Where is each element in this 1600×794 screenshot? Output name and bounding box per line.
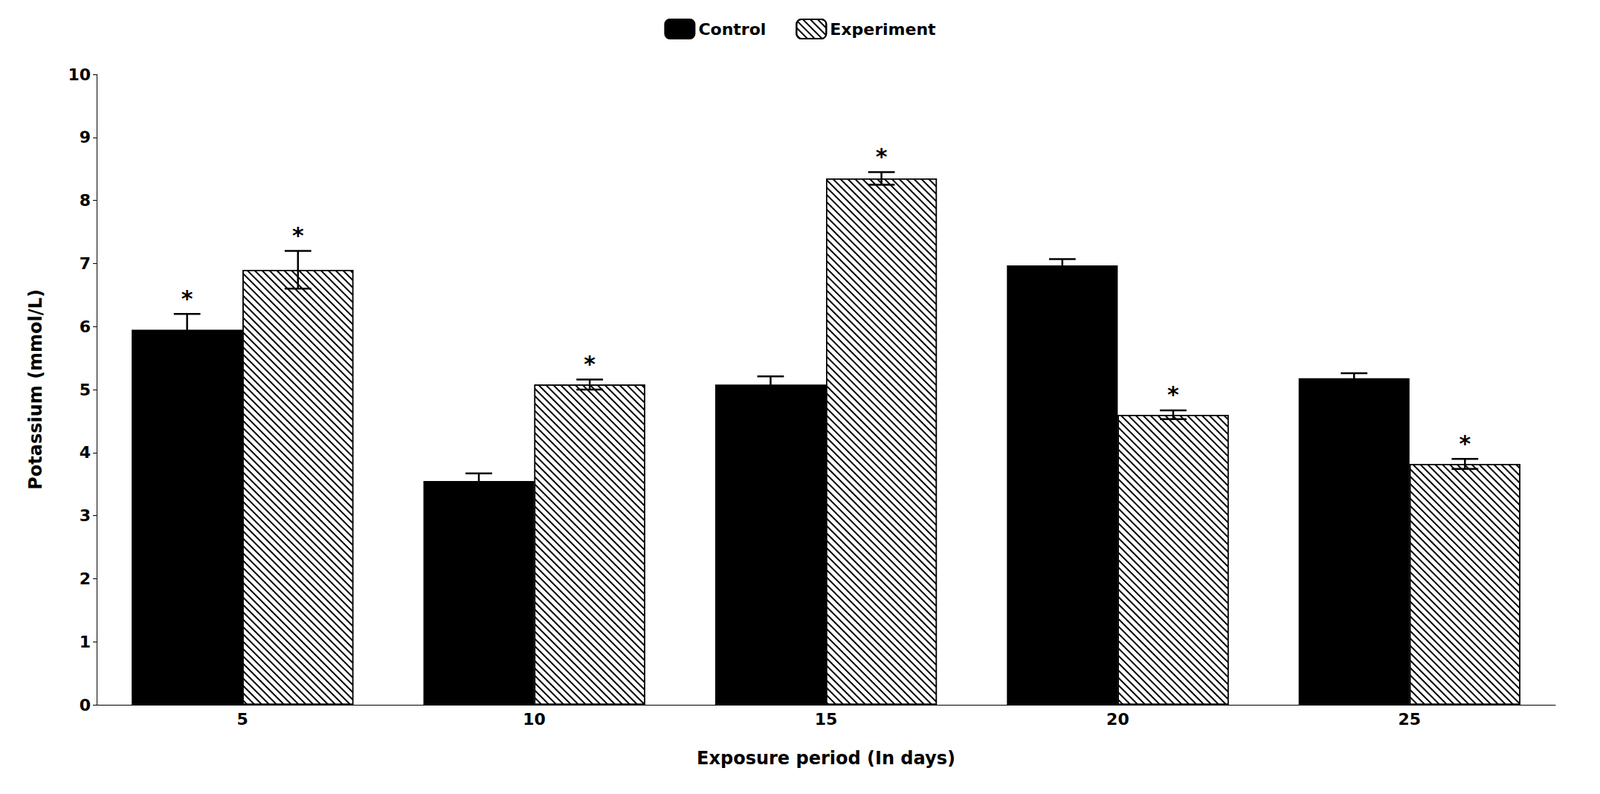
svg-text:4: 4 [79,443,91,462]
svg-text:*: * [292,222,305,249]
svg-text:1: 1 [79,632,91,652]
svg-text:7: 7 [79,254,91,273]
svg-text:10: 10 [522,710,546,729]
svg-text:*: * [1167,381,1180,408]
svg-text:*: * [583,350,596,377]
svg-text:*: * [875,143,888,170]
svg-text:2: 2 [79,569,91,589]
svg-text:*: * [181,285,194,312]
svg-text:20: 20 [1106,710,1130,729]
svg-text:Experiment: Experiment [829,20,937,39]
svg-text:15: 15 [814,710,838,729]
svg-text:6: 6 [79,317,91,337]
svg-text:0: 0 [79,695,91,715]
svg-text:Control: Control [698,20,766,39]
svg-text:25: 25 [1397,710,1421,729]
svg-text:10: 10 [67,65,91,85]
svg-text:5: 5 [79,380,91,400]
svg-text:8: 8 [79,191,91,210]
svg-text:5: 5 [237,710,249,729]
svg-text:*: * [1459,430,1472,457]
svg-text:Exposure period (In days): Exposure period (In days) [696,747,956,769]
svg-text:9: 9 [79,127,91,147]
svg-text:Potassium (mmol/L): Potassium (mmol/L) [25,289,47,490]
svg-text:3: 3 [79,506,91,525]
